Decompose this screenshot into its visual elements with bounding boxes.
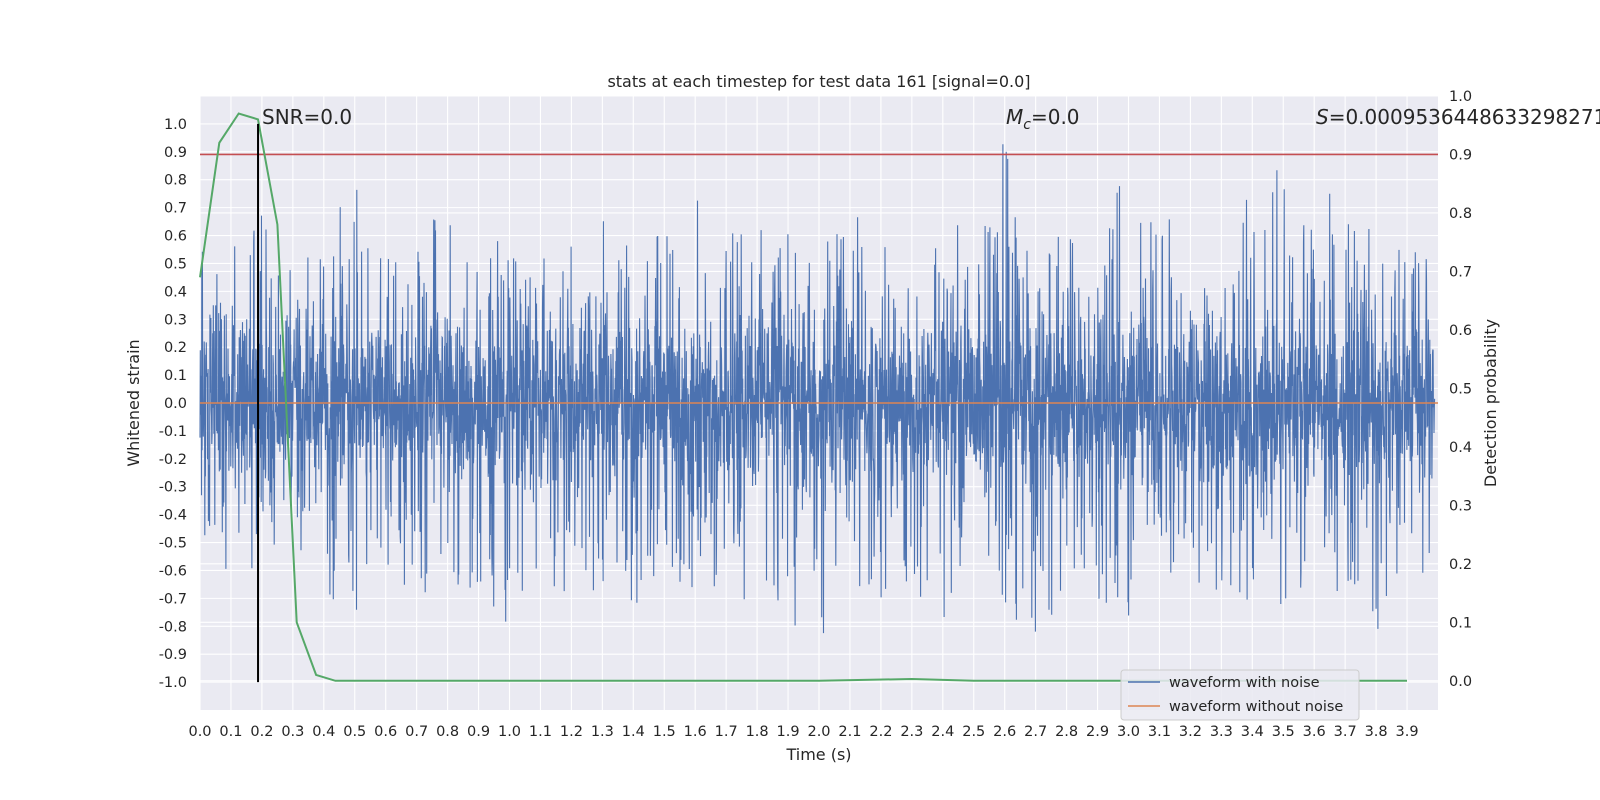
x-tick-label: 0.9 — [467, 724, 490, 740]
y-tick-label: 0.0 — [164, 396, 187, 412]
waveform-with-noise-line — [199, 144, 1436, 634]
x-tick-label: 0.6 — [374, 724, 397, 740]
x-tick-label: 0.2 — [250, 724, 273, 740]
y-tick-label: 0.1 — [164, 368, 187, 384]
y2-tick-label: 0.2 — [1449, 557, 1472, 573]
y2-tick-label: 0.4 — [1449, 440, 1472, 456]
s-symbol: S — [1316, 105, 1329, 129]
y-tick-label: 0.9 — [164, 145, 187, 161]
x-tick-label: 2.9 — [1086, 724, 1109, 740]
y-tick-label: 1.0 — [164, 117, 187, 133]
y-tick-label: -0.8 — [159, 619, 187, 635]
y-tick-label: -0.5 — [159, 536, 187, 552]
y2-tick-label: 1.0 — [1449, 89, 1472, 105]
x-tick-label: 3.4 — [1241, 724, 1264, 740]
x-tick-label: 1.8 — [746, 724, 769, 740]
snr-annotation: SNR=0.0 — [262, 105, 352, 129]
y-tick-label: -0.4 — [159, 508, 187, 524]
x-tick-label: 3.5 — [1272, 724, 1295, 740]
y2-tick-label: 0.9 — [1449, 147, 1472, 163]
x-tick-label: 1.0 — [498, 724, 521, 740]
y2-tick-label: 0.5 — [1449, 381, 1472, 397]
y2-tick-label: 0.1 — [1449, 615, 1472, 631]
y-tick-label: -0.7 — [159, 591, 187, 607]
x-tick-label: 1.4 — [622, 724, 645, 740]
y-tick-label: 0.5 — [164, 256, 187, 272]
y-tick-label: 0.8 — [164, 173, 187, 189]
x-tick-label: 3.3 — [1210, 724, 1233, 740]
s-value: =0.0009536448633298271 — [1329, 105, 1600, 129]
y-tick-label: -0.2 — [159, 452, 187, 468]
x-tick-label: 2.0 — [807, 724, 830, 740]
x-tick-label: 3.0 — [1117, 724, 1140, 740]
y-axis-ticks: 1.0 0.9 0.8 0.7 0.6 0.5 0.4 0.3 0.2 0.1 0.0 -0.1 -0.… — [159, 117, 187, 691]
chirp-mass-value: =0.0 — [1031, 105, 1080, 129]
x-axis-label: Time (s) — [785, 745, 851, 764]
x-tick-label: 0.0 — [188, 724, 211, 740]
x-tick-label: 3.8 — [1365, 724, 1388, 740]
x-tick-label: 0.4 — [312, 724, 335, 740]
y2-tick-label: 0.6 — [1449, 323, 1472, 339]
y2-tick-label: 0.7 — [1449, 264, 1472, 280]
x-tick-label: 0.1 — [219, 724, 242, 740]
detection-probability-line — [199, 112, 1407, 682]
chirp-mass-symbol: M — [1006, 105, 1023, 129]
x-tick-label: 1.9 — [777, 724, 800, 740]
x-tick-label: 1.1 — [529, 724, 552, 740]
x-tick-label: 2.6 — [993, 724, 1016, 740]
x-tick-label: 1.3 — [591, 724, 614, 740]
legend-label-clean: waveform without noise — [1169, 699, 1343, 715]
legend: waveform with noise waveform without noi… — [1120, 669, 1360, 721]
s-annotation: S=0.0009536448633298271 — [1316, 105, 1600, 129]
x-tick-label: 1.2 — [560, 724, 583, 740]
x-tick-label: 3.9 — [1396, 724, 1419, 740]
legend-label-noisy: waveform with noise — [1169, 675, 1320, 691]
plot-area — [199, 112, 1438, 683]
chart-title: stats at each timestep for test data 161… — [607, 72, 1030, 91]
x-tick-label: 0.7 — [405, 724, 428, 740]
x-tick-label: 2.5 — [962, 724, 985, 740]
x-tick-label: 1.6 — [684, 724, 707, 740]
x-tick-label: 3.2 — [1179, 724, 1202, 740]
y2-tick-label: 0.3 — [1449, 498, 1472, 514]
y-tick-label: -0.3 — [159, 480, 187, 496]
y-tick-label: -0.9 — [159, 647, 187, 663]
x-tick-label: 0.3 — [281, 724, 304, 740]
chirp-mass-annotation: Mc=0.0 — [1006, 105, 1080, 133]
x-tick-label: 0.5 — [343, 724, 366, 740]
y2-axis-label: Detection probability — [1481, 319, 1500, 487]
y-tick-label: 0.4 — [164, 284, 187, 300]
chirp-mass-subscript: c — [1023, 117, 1031, 133]
x-tick-label: 2.7 — [1024, 724, 1047, 740]
y2-axis-ticks: 1.0 0.9 0.8 0.7 0.6 0.5 0.4 0.3 0.2 0.1 0.0 — [1449, 89, 1472, 690]
x-tick-label: 3.6 — [1303, 724, 1326, 740]
x-tick-label: 3.1 — [1148, 724, 1171, 740]
y-tick-label: 0.3 — [164, 312, 187, 328]
legend-box — [1120, 669, 1360, 721]
y-axis-label: Whitened strain — [124, 339, 143, 466]
x-tick-label: 3.7 — [1334, 724, 1357, 740]
y-tick-label: 0.7 — [164, 201, 187, 217]
y2-tick-label: 0.8 — [1449, 206, 1472, 222]
y-tick-label: -0.1 — [159, 424, 187, 440]
y2-tick-label: 0.0 — [1449, 674, 1472, 690]
x-tick-label: 1.5 — [653, 724, 676, 740]
x-tick-label: 2.8 — [1055, 724, 1078, 740]
x-tick-label: 2.3 — [900, 724, 923, 740]
x-tick-label: 1.7 — [715, 724, 738, 740]
x-tick-label: 0.8 — [436, 724, 459, 740]
y-tick-label: 0.6 — [164, 229, 187, 245]
x-tick-label: 2.2 — [869, 724, 892, 740]
y-tick-label: 0.2 — [164, 340, 187, 356]
y-tick-label: -0.6 — [159, 563, 187, 579]
x-axis-ticks: 0.0 0.1 0.2 0.3 0.4 0.5 0.6 0.7 0.8 0.9 1.0 1.1 1.2 1… — [188, 724, 1418, 740]
x-tick-label: 2.4 — [931, 724, 954, 740]
y-tick-label: -1.0 — [159, 675, 187, 691]
x-tick-label: 2.1 — [838, 724, 861, 740]
